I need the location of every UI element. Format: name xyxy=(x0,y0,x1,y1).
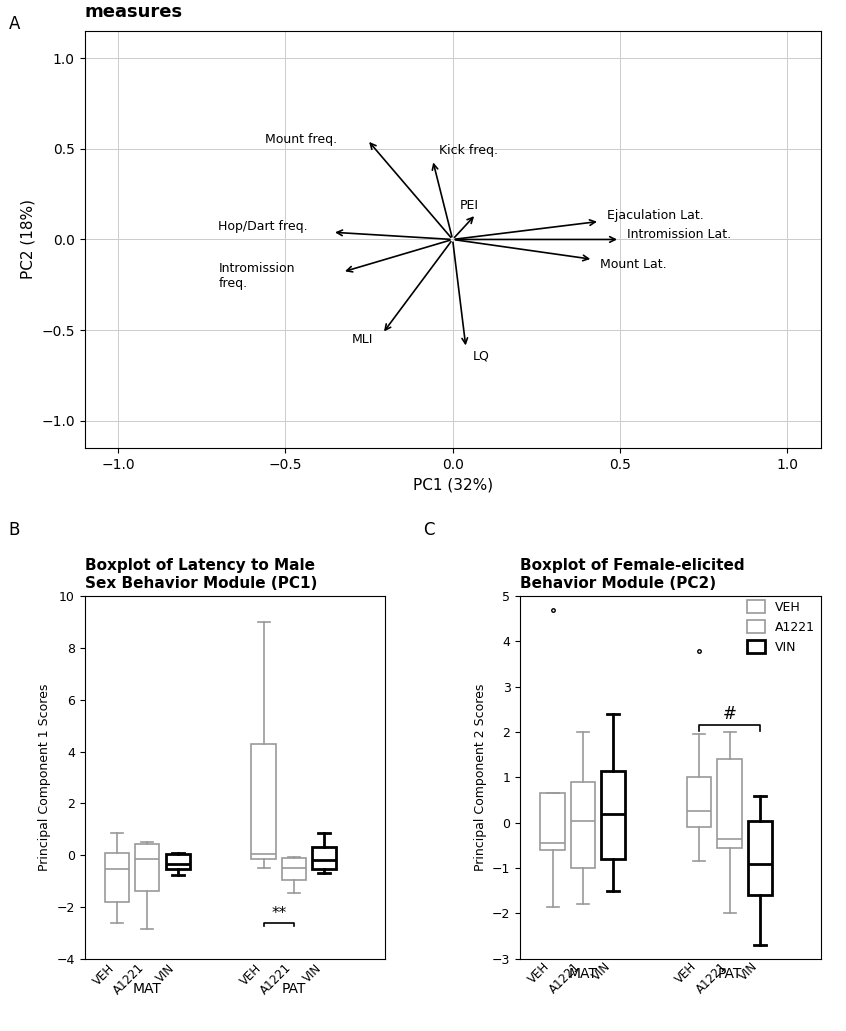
Text: VIN: VIN xyxy=(737,960,760,984)
Text: A1221: A1221 xyxy=(694,960,729,996)
PathPatch shape xyxy=(602,771,625,859)
Text: Kick freq.: Kick freq. xyxy=(439,144,498,157)
Text: PEI: PEI xyxy=(459,199,478,211)
PathPatch shape xyxy=(251,743,276,859)
Text: VEH: VEH xyxy=(673,960,700,986)
Y-axis label: Principal Component 1 Scores: Principal Component 1 Scores xyxy=(38,684,51,871)
Legend: VEH, A1221, VIN: VEH, A1221, VIN xyxy=(742,595,821,659)
PathPatch shape xyxy=(105,853,129,902)
PathPatch shape xyxy=(571,783,595,868)
PathPatch shape xyxy=(748,821,772,895)
Text: A1221: A1221 xyxy=(547,960,583,996)
Text: Intromission
freq.: Intromission freq. xyxy=(218,262,295,290)
Text: PAT: PAT xyxy=(282,983,306,996)
Text: B: B xyxy=(8,521,19,538)
Text: VIN: VIN xyxy=(590,960,613,984)
Text: #: # xyxy=(722,705,737,723)
Text: VIN: VIN xyxy=(154,962,178,985)
PathPatch shape xyxy=(717,760,742,847)
Text: Hop/Dart freq.: Hop/Dart freq. xyxy=(218,221,308,233)
Text: VIN: VIN xyxy=(301,962,324,985)
PathPatch shape xyxy=(687,777,711,827)
Text: Boxplot of Female-elicited
Behavior Module (PC2): Boxplot of Female-elicited Behavior Modu… xyxy=(520,559,744,591)
Text: Ejaculation Lat.: Ejaculation Lat. xyxy=(607,209,703,223)
PathPatch shape xyxy=(282,858,306,879)
Text: PAT: PAT xyxy=(717,967,742,980)
PathPatch shape xyxy=(541,794,565,850)
Text: A1221: A1221 xyxy=(258,962,294,997)
Text: Boxplot of Latency to Male
Sex Behavior Module (PC1): Boxplot of Latency to Male Sex Behavior … xyxy=(85,559,317,591)
Y-axis label: PC2 (18%): PC2 (18%) xyxy=(20,199,36,279)
Text: PCA rotations of male sexual behavior
measures: PCA rotations of male sexual behavior me… xyxy=(85,0,472,21)
Text: MLI: MLI xyxy=(352,333,374,345)
PathPatch shape xyxy=(166,854,190,869)
Text: **: ** xyxy=(272,906,287,922)
Text: MAT: MAT xyxy=(569,967,597,980)
PathPatch shape xyxy=(135,844,159,892)
Text: C: C xyxy=(423,521,435,538)
Text: Mount Lat.: Mount Lat. xyxy=(600,259,667,271)
PathPatch shape xyxy=(312,847,337,869)
Text: LQ: LQ xyxy=(473,350,490,362)
X-axis label: PC1 (32%): PC1 (32%) xyxy=(413,477,492,492)
Text: A1221: A1221 xyxy=(112,962,147,997)
Y-axis label: Principal Component 2 Scores: Principal Component 2 Scores xyxy=(474,684,486,871)
Text: Mount freq.: Mount freq. xyxy=(266,133,338,146)
Text: VEH: VEH xyxy=(91,962,117,988)
Text: VEH: VEH xyxy=(526,960,552,986)
Text: MAT: MAT xyxy=(133,983,162,996)
Text: Intromission Lat.: Intromission Lat. xyxy=(627,228,731,240)
Text: A: A xyxy=(8,15,19,33)
Text: VEH: VEH xyxy=(238,962,264,988)
